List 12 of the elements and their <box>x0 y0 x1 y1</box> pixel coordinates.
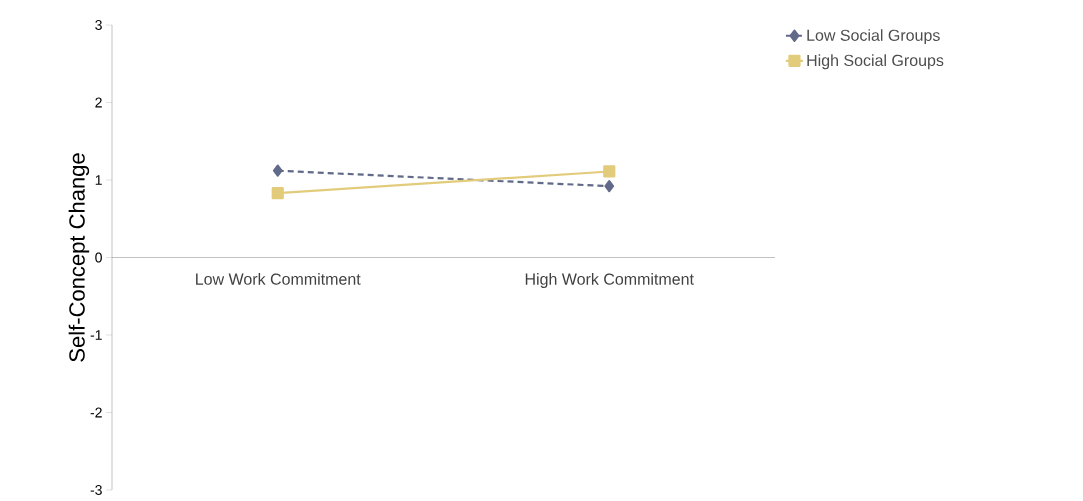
y-tick-label: 1 <box>95 175 102 185</box>
x-tick-label: Low Work Commitment <box>196 273 361 285</box>
x-tick-label: High Work Commitment <box>525 273 694 288</box>
legend-label: Low Social Groups <box>807 29 940 45</box>
y-tick-label: -2 <box>90 407 102 418</box>
y-axis-title: Self-Concept Change <box>68 153 90 362</box>
y-tick-label: 0 <box>95 252 102 263</box>
y-tick-label: -1 <box>90 330 102 340</box>
legend-label: High Social Groups <box>807 54 944 70</box>
y-tick-label: -3 <box>90 485 102 495</box>
y-tick-label: 3 <box>95 20 102 30</box>
y-tick-label: 2 <box>95 97 102 108</box>
